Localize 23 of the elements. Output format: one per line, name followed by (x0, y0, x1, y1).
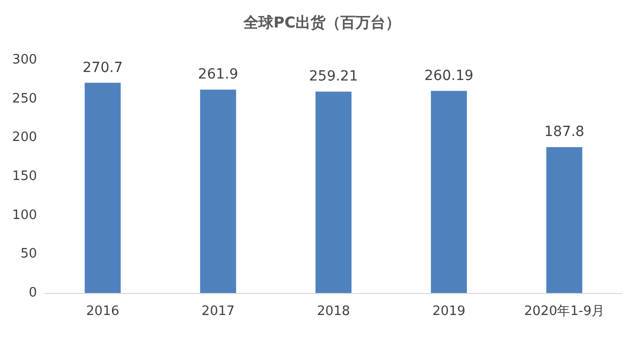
y-tick-label: 100 (12, 208, 37, 223)
data-label: 261.9 (198, 66, 238, 83)
data-label: 259.21 (309, 68, 358, 85)
x-tick-label: 2018 (316, 304, 350, 319)
bar (430, 90, 467, 293)
y-tick-label: 250 (12, 91, 37, 106)
y-tick-label: 50 (20, 246, 37, 262)
chart-title: 全球PC出货（百万台） (242, 14, 401, 32)
y-tick-label: 200 (12, 130, 37, 146)
x-tick-label: 2019 (432, 304, 466, 319)
y-tick-label: 300 (12, 52, 37, 68)
data-label: 187.8 (544, 124, 584, 140)
bar (316, 92, 352, 293)
x-tick-label: 2017 (202, 304, 235, 319)
bar (200, 90, 236, 293)
y-tick-label: 0 (28, 286, 37, 300)
x-tick-label: 2020年1-9月 (524, 304, 604, 319)
y-tick-label: 150 (12, 169, 37, 184)
bar (546, 147, 582, 293)
bar (84, 82, 121, 293)
data-label: 260.19 (424, 68, 474, 84)
x-tick-label: 2016 (86, 304, 120, 319)
data-label: 270.7 (82, 60, 123, 76)
